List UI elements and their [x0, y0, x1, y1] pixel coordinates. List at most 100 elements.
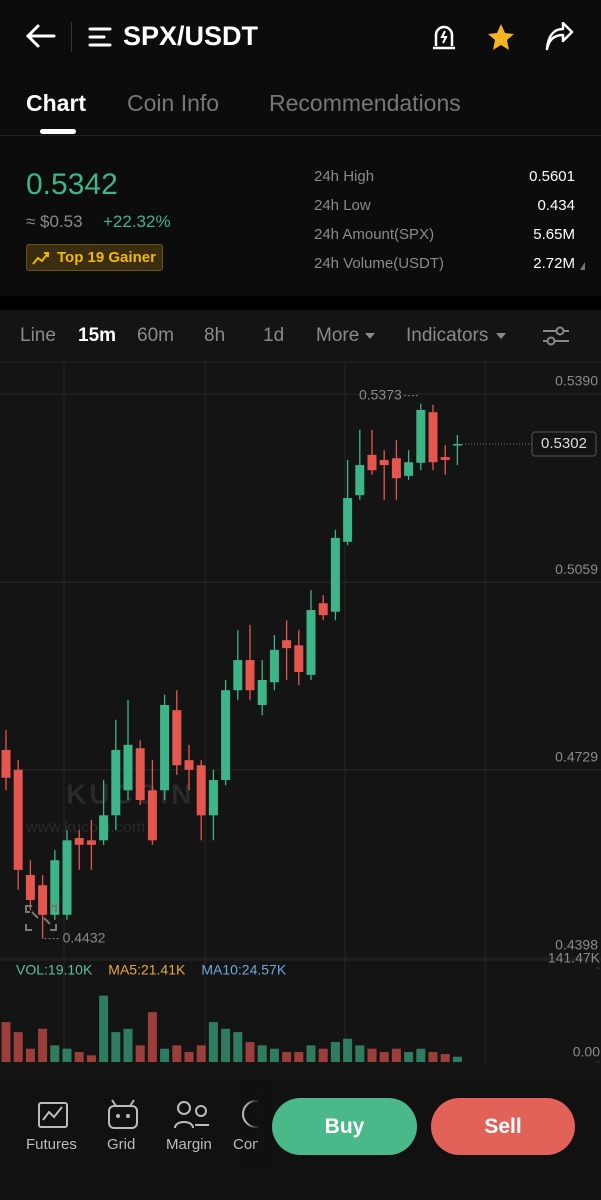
volume-bar: [99, 995, 109, 1062]
nav-label[interactable]: Margin: [166, 1136, 212, 1153]
pair-title[interactable]: SPX/USDT: [123, 21, 259, 51]
candle-body: [452, 444, 462, 446]
volume-bar: [221, 1028, 231, 1062]
volume-bar: [38, 1028, 48, 1062]
nav-label[interactable]: Futures: [26, 1136, 77, 1153]
y-tick-label: 0.4398: [555, 937, 598, 953]
last-price-box: [531, 431, 597, 457]
tab[interactable]: Recommendations: [269, 90, 461, 116]
candle-body: [294, 645, 304, 673]
y-tick-label: 141.47K: [548, 950, 601, 966]
volume-bar: [1, 1022, 11, 1062]
tab[interactable]: Coin Info: [127, 90, 220, 116]
candle-body: [355, 465, 365, 496]
candle-body: [416, 409, 426, 463]
volume-bar: [428, 1052, 438, 1062]
badge-text: Top 19 Gainer: [57, 249, 156, 266]
volume-bar: [282, 1052, 292, 1062]
divider: [71, 22, 72, 52]
nav-label[interactable]: Con: [233, 1136, 258, 1153]
candle-body: [306, 610, 316, 675]
tab[interactable]: Chart: [26, 90, 87, 116]
volume-bar: [74, 1052, 84, 1062]
volume-bar: [233, 1032, 243, 1062]
interval-option[interactable]: 60m: [137, 325, 174, 346]
candle-body: [379, 459, 389, 466]
spacer: [0, 296, 601, 310]
back-button[interactable]: [22, 22, 58, 50]
candle-body: [99, 815, 109, 841]
y-tick-label: 0.5059: [555, 561, 598, 577]
candle-body: [269, 649, 279, 683]
volume-bar: [172, 1045, 182, 1062]
interval-option[interactable]: 1d: [263, 325, 285, 346]
settings-icon[interactable]: [541, 324, 571, 348]
candle-body: [172, 710, 182, 766]
candle-body: [245, 660, 255, 691]
favorite-icon[interactable]: [486, 22, 516, 52]
stat-value: 5.65M: [533, 226, 575, 243]
margin-icon[interactable]: [173, 1099, 211, 1131]
y-tick-label: 0.4729: [555, 749, 598, 765]
y-tick-label: 0.5390: [555, 373, 598, 389]
volume-bar: [86, 1055, 96, 1062]
buy-button[interactable]: Buy: [272, 1098, 417, 1155]
volume-bar: [257, 1045, 267, 1062]
gainer-badge[interactable]: Top 19 Gainer: [26, 244, 163, 271]
min-label: 0.4432: [63, 929, 106, 945]
interval-option[interactable]: Line: [20, 325, 56, 346]
tab-indicator: [40, 129, 76, 134]
legend-entry: MA5:21.41K: [108, 962, 186, 978]
futures-icon[interactable]: [37, 1100, 71, 1130]
share-icon[interactable]: [543, 22, 575, 52]
interval-option[interactable]: Indicators: [406, 325, 489, 346]
chart-pane: [0, 362, 601, 1080]
candle-body: [13, 769, 23, 870]
volume-bar: [416, 1048, 426, 1062]
sell-button[interactable]: Sell: [431, 1098, 575, 1155]
candle-body: [1, 749, 11, 778]
menu-icon[interactable]: [88, 26, 114, 48]
grid-icon[interactable]: [106, 1098, 140, 1130]
dropdown-caret: [496, 333, 506, 339]
nav-label[interactable]: Grid: [107, 1136, 136, 1153]
volume-bar: [306, 1045, 316, 1062]
candle-body: [330, 537, 340, 612]
candle-body: [184, 760, 194, 770]
volume-bar: [330, 1042, 340, 1062]
candle-body: [123, 744, 133, 791]
volume-bar: [50, 1045, 60, 1062]
last-price: 0.5342: [26, 168, 118, 201]
last-price-label: 0.5302: [541, 435, 587, 452]
candle-body: [343, 498, 353, 542]
watermark: KUCOIN: [66, 778, 194, 809]
volume-bar: [123, 1028, 133, 1062]
candle-body: [160, 704, 170, 791]
volume-bar: [13, 1032, 23, 1062]
interval-option[interactable]: 8h: [204, 325, 226, 346]
candle-body: [86, 840, 96, 845]
convert-icon[interactable]: [240, 1099, 260, 1131]
volume-bar: [160, 1048, 170, 1062]
interval-option[interactable]: 15m: [78, 325, 117, 346]
watermark: www.kucoin.com: [25, 819, 145, 836]
volume-bar: [184, 1052, 194, 1062]
volume-bar: [367, 1048, 377, 1062]
candle-body: [257, 679, 267, 705]
interval-option[interactable]: More: [316, 325, 360, 346]
volume-bar: [440, 1054, 450, 1062]
volume-bar: [135, 1045, 145, 1062]
volume-bar: [269, 1048, 279, 1062]
sort-marker: [580, 262, 585, 270]
stat-label: 24h High: [314, 168, 375, 185]
badge-icon: [32, 252, 49, 265]
y-tick-label: 0.00: [573, 1044, 600, 1060]
volume-bar: [111, 1032, 121, 1062]
candle-body: [282, 640, 292, 649]
volume-bar: [379, 1052, 389, 1062]
candle-body: [428, 412, 438, 463]
alert-icon[interactable]: [430, 22, 458, 52]
candle-body: [74, 838, 84, 845]
